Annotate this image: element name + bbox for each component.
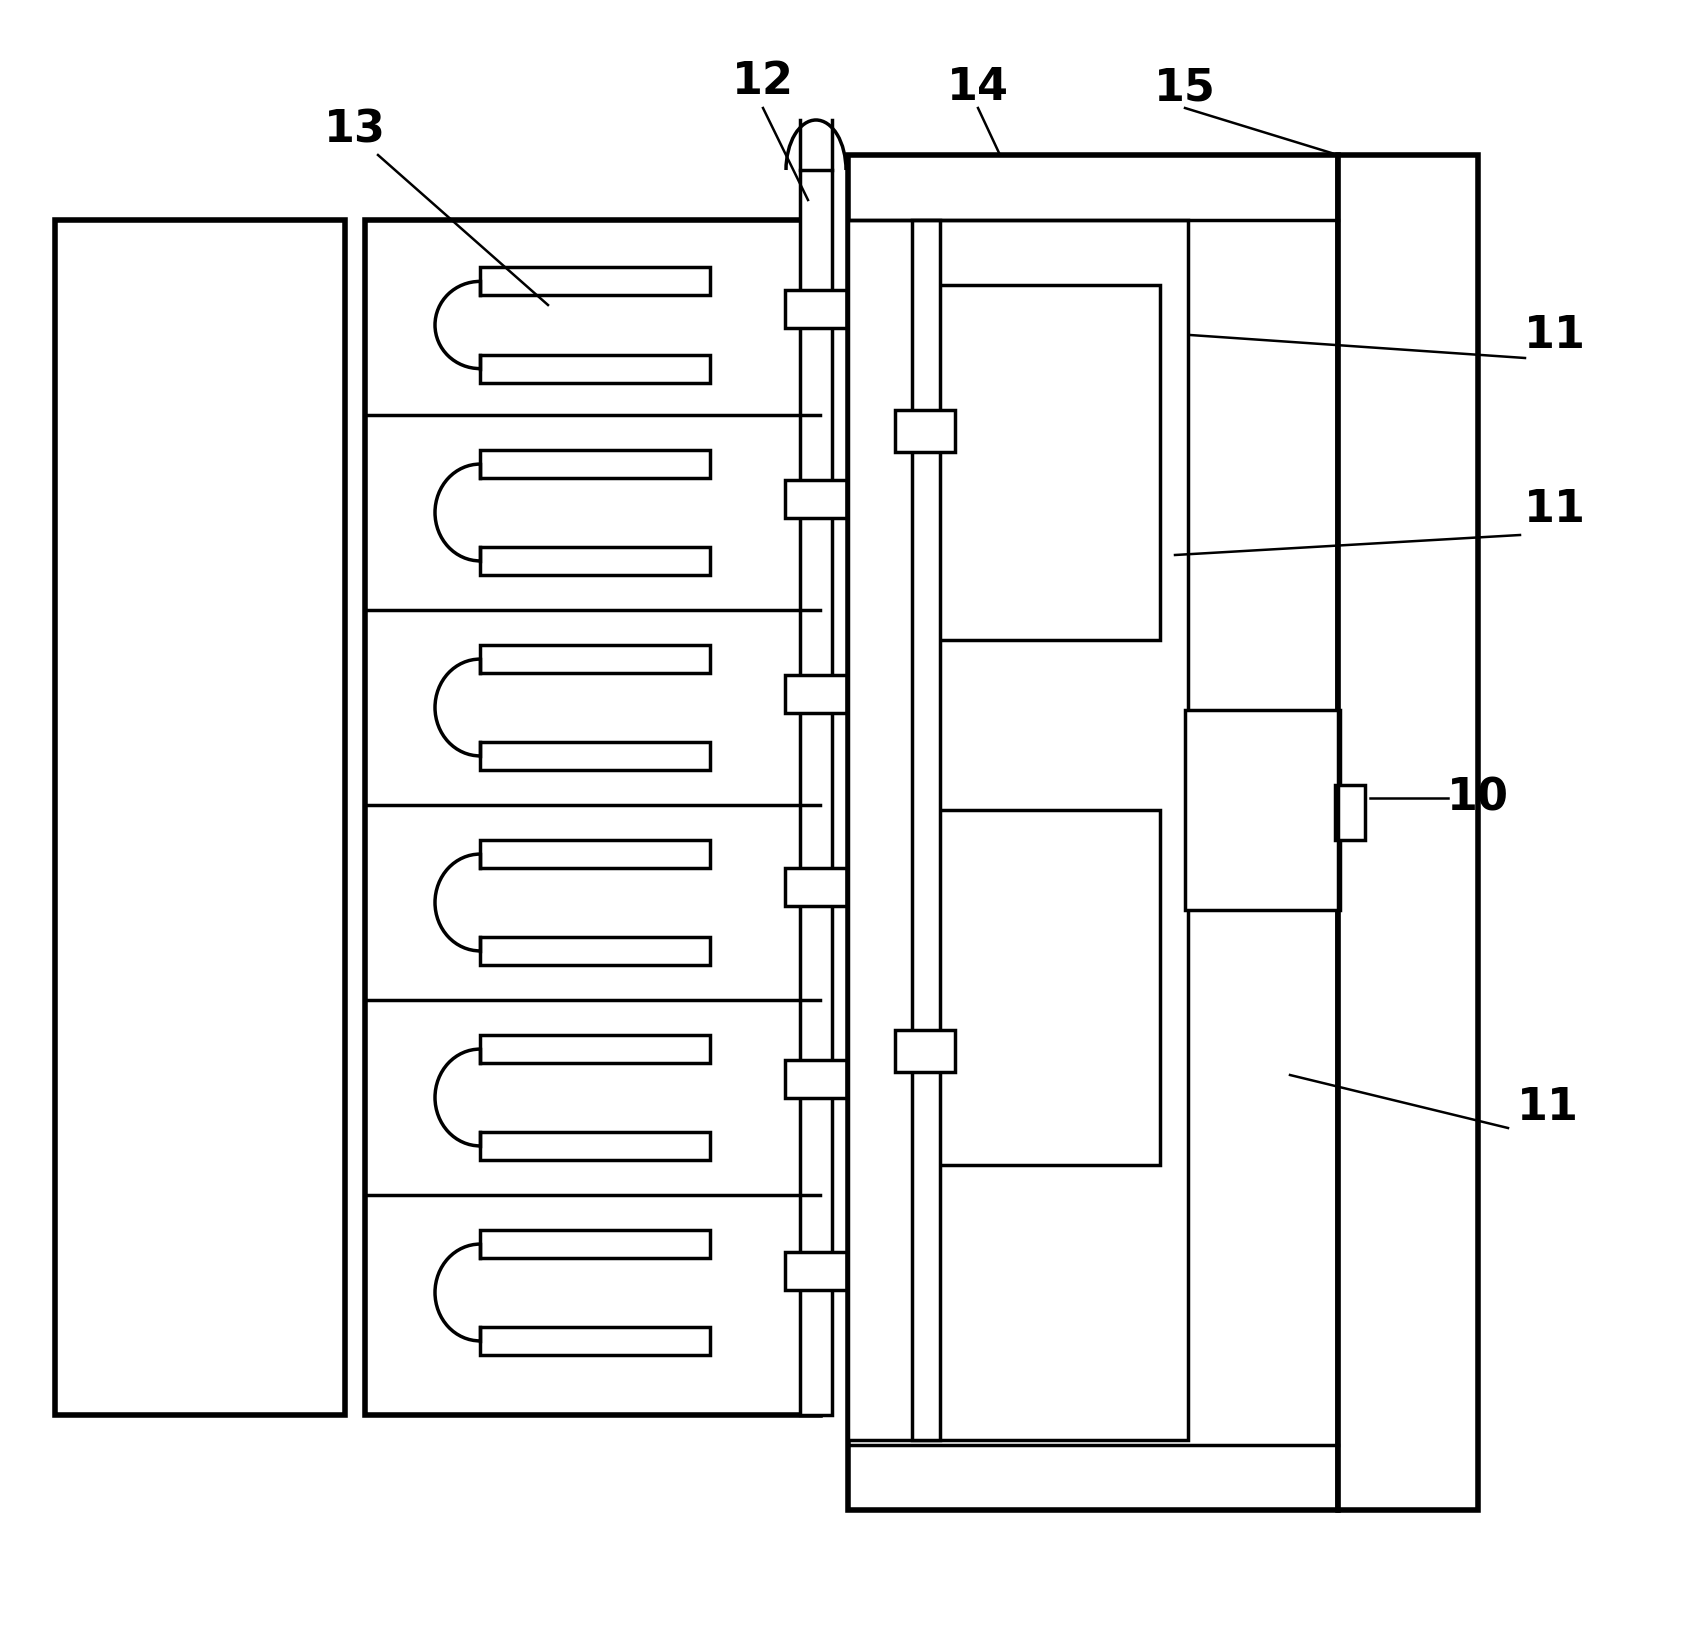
Text: 11: 11 bbox=[1518, 1087, 1579, 1130]
Bar bbox=[912, 220, 941, 1441]
Bar bbox=[785, 676, 848, 714]
Bar bbox=[785, 291, 848, 329]
Bar bbox=[1335, 785, 1365, 839]
Bar bbox=[785, 1252, 848, 1290]
Bar bbox=[931, 809, 1161, 1165]
Bar bbox=[481, 644, 711, 672]
Bar bbox=[481, 937, 711, 965]
Bar bbox=[56, 220, 345, 1416]
Bar bbox=[1184, 710, 1340, 910]
Text: 11: 11 bbox=[1524, 314, 1585, 357]
Bar bbox=[481, 268, 711, 296]
Bar bbox=[481, 449, 711, 477]
Bar bbox=[785, 481, 848, 519]
Bar bbox=[481, 1132, 711, 1160]
Bar bbox=[785, 1061, 848, 1099]
Bar bbox=[800, 170, 832, 1416]
Bar bbox=[481, 1231, 711, 1259]
Text: 11: 11 bbox=[1524, 489, 1585, 532]
Bar bbox=[931, 286, 1161, 639]
Bar bbox=[481, 1327, 711, 1355]
Bar bbox=[848, 220, 1188, 1441]
Bar bbox=[785, 867, 848, 905]
Bar bbox=[481, 547, 711, 575]
Bar bbox=[848, 155, 1338, 1510]
Bar bbox=[481, 355, 711, 383]
Text: 10: 10 bbox=[1447, 776, 1509, 819]
Bar bbox=[1338, 155, 1479, 1510]
Bar bbox=[895, 1029, 954, 1072]
Bar bbox=[481, 742, 711, 770]
Bar bbox=[365, 220, 821, 1416]
Bar bbox=[481, 1036, 711, 1064]
Text: 14: 14 bbox=[948, 66, 1008, 109]
Text: 12: 12 bbox=[733, 61, 794, 104]
Bar bbox=[895, 410, 954, 453]
Text: 15: 15 bbox=[1154, 66, 1217, 109]
Bar bbox=[481, 841, 711, 867]
Text: 13: 13 bbox=[325, 109, 386, 152]
